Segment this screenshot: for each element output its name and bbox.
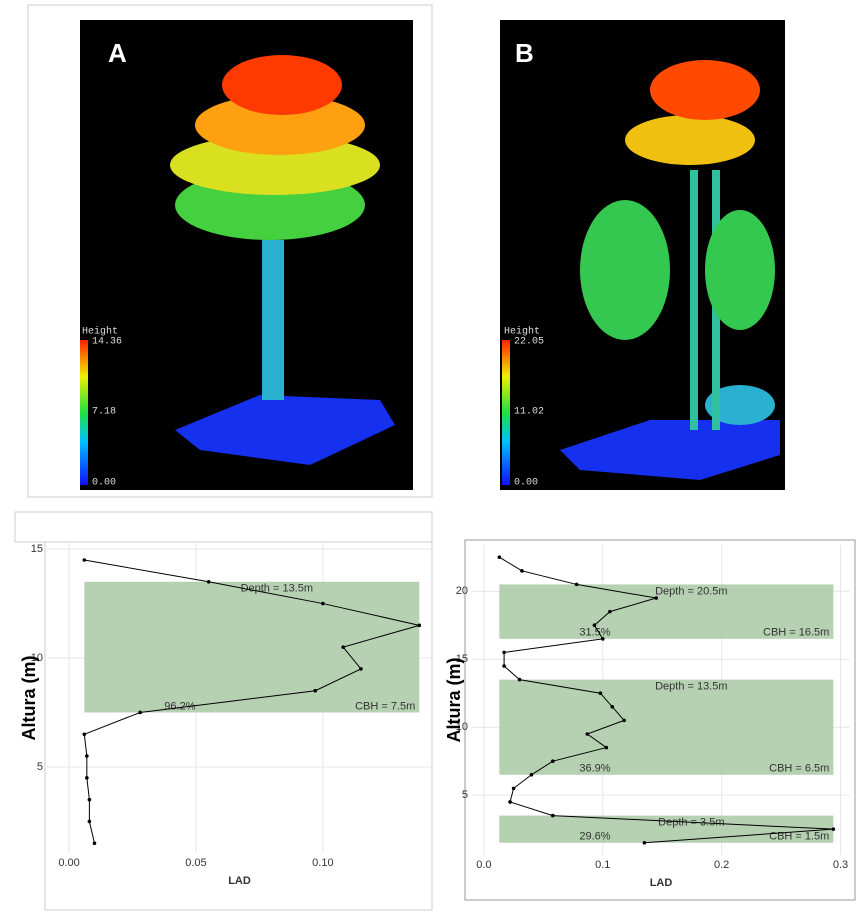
percent-label: 36.9% xyxy=(579,763,610,775)
colorbar xyxy=(502,340,510,485)
lad-point xyxy=(529,772,534,777)
lad-line xyxy=(83,559,420,844)
x-tick-label: 0.05 xyxy=(185,857,206,869)
x-tick-label: 0.10 xyxy=(312,857,333,869)
panel-letter: A xyxy=(108,38,127,68)
y-axis-label: Altura (m) xyxy=(444,657,464,742)
lad-point xyxy=(508,800,512,804)
lad-point xyxy=(82,732,87,737)
x-tick-label: 0.1 xyxy=(595,859,610,871)
y-tick-label: 15 xyxy=(31,543,43,555)
crown-band xyxy=(499,815,834,843)
legend-label: 0.00 xyxy=(514,478,538,489)
lad-point xyxy=(138,710,142,715)
lad-point xyxy=(600,637,605,641)
x-tick-label: 0.2 xyxy=(714,859,729,871)
percent-label: 96.2% xyxy=(164,700,195,712)
lad-point xyxy=(82,558,87,562)
crown-band xyxy=(499,679,834,775)
lad-point xyxy=(610,704,615,709)
y-tick-label: 5 xyxy=(462,789,468,801)
lad-point xyxy=(341,645,345,649)
lad-point xyxy=(608,609,612,614)
cbh-label: CBH = 16.5m xyxy=(763,627,829,639)
y-tick-label: 20 xyxy=(456,585,468,597)
depth-label: Depth = 13.5m xyxy=(241,583,313,595)
lad-point xyxy=(598,691,603,696)
panel-frame xyxy=(27,4,433,498)
lad-point xyxy=(359,667,363,671)
lad-point xyxy=(520,569,524,573)
x-axis-label: LAD xyxy=(228,875,251,887)
x-axis-label: LAD xyxy=(650,877,673,889)
lad-point xyxy=(831,827,836,831)
legend-label: 0.00 xyxy=(92,478,116,489)
y-tick-label: 5 xyxy=(37,761,43,773)
lad-point xyxy=(551,813,555,818)
chart-frame xyxy=(44,541,433,911)
panel-letter: B xyxy=(515,38,534,68)
x-tick-label: 0.3 xyxy=(833,859,848,871)
lad-point xyxy=(206,579,211,584)
lad-point xyxy=(313,688,318,693)
trees-b xyxy=(560,60,780,480)
depth-label: Depth = 13.5m xyxy=(655,681,727,693)
chart-frame xyxy=(14,511,433,543)
lad-point xyxy=(511,786,516,791)
lad-point xyxy=(585,732,590,736)
lad-point xyxy=(592,623,597,628)
y-tick-label: 10 xyxy=(456,721,468,733)
lad-point xyxy=(604,745,609,750)
colorbar xyxy=(80,340,88,485)
lad-point xyxy=(622,718,626,723)
legend-label: 22.05 xyxy=(514,337,544,348)
lad-point xyxy=(502,664,506,668)
lad-point xyxy=(497,555,502,560)
y-axis-label: Altura (m) xyxy=(19,655,39,740)
percent-label: 29.6% xyxy=(579,831,610,843)
lad-point xyxy=(417,623,422,628)
lad-point xyxy=(85,776,89,780)
lad-point xyxy=(92,841,97,845)
lad-point xyxy=(517,677,522,682)
cbh-label: CBH = 7.5m xyxy=(355,700,415,712)
x-tick-label: 0.0 xyxy=(476,859,491,871)
tree-a xyxy=(170,55,395,465)
depth-label: Depth = 20.5m xyxy=(655,585,727,597)
lad-point xyxy=(654,596,659,600)
y-tick-label: 15 xyxy=(456,653,468,665)
legend-label: 14.36 xyxy=(92,337,122,348)
lad-point xyxy=(574,582,579,587)
y-tick-label: 10 xyxy=(31,652,43,664)
crown-band xyxy=(499,584,834,639)
lad-point xyxy=(85,754,89,758)
x-tick-label: 0.00 xyxy=(58,857,79,869)
cbh-label: CBH = 6.5m xyxy=(769,763,829,775)
legend-label: 11.02 xyxy=(514,407,544,418)
percent-label: 31.5% xyxy=(579,627,610,639)
legend-title: Height xyxy=(504,326,540,338)
lad-point xyxy=(87,819,92,824)
lad-point xyxy=(502,650,506,655)
lad-line xyxy=(499,556,834,844)
lad-point xyxy=(87,797,92,802)
lad-point xyxy=(551,759,555,763)
lad-point xyxy=(321,601,325,606)
cbh-label: CBH = 1.5m xyxy=(769,831,829,843)
legend-label: 7.18 xyxy=(92,407,116,418)
lad-point xyxy=(642,840,647,845)
chart-frame xyxy=(464,539,856,901)
legend-title: Height xyxy=(82,326,118,338)
crown-band xyxy=(84,581,420,713)
